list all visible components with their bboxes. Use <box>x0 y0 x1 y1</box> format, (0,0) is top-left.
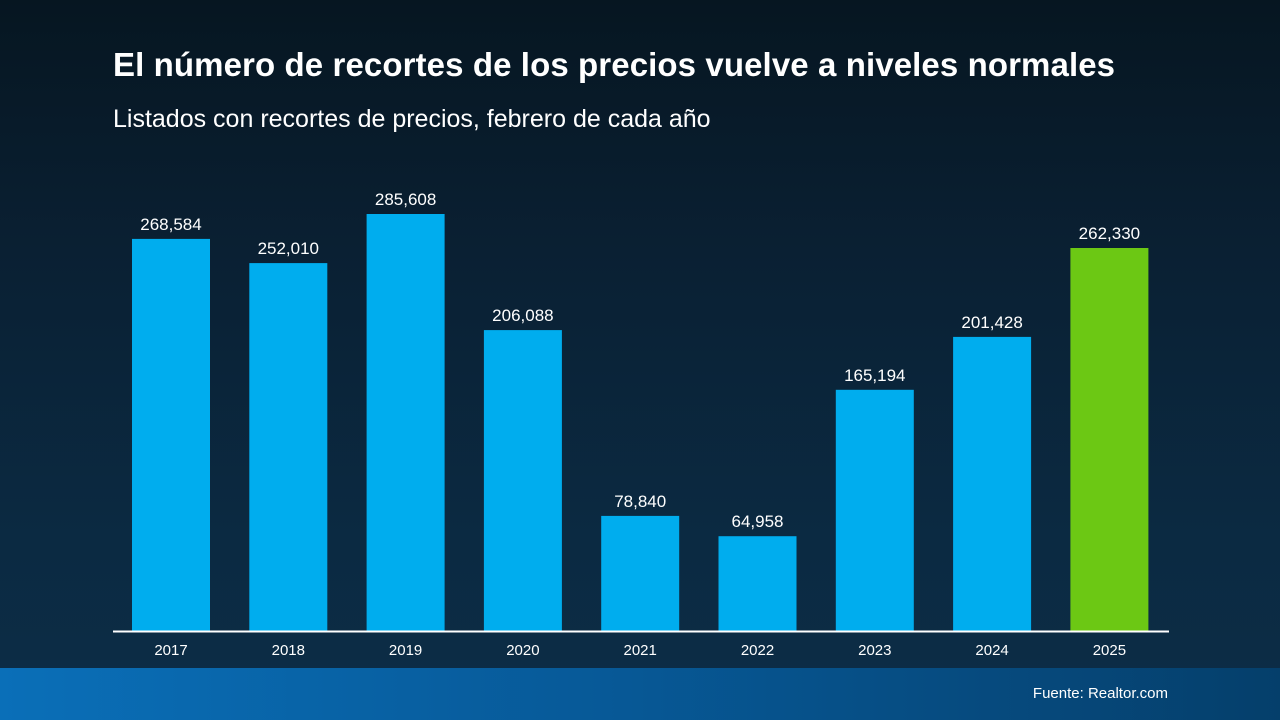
data-label-2021: 78,840 <box>614 492 666 511</box>
x-tick-label-2020: 2020 <box>506 642 539 659</box>
data-label-2018: 252,010 <box>258 239 319 258</box>
x-tick-label-2021: 2021 <box>624 642 657 659</box>
chart-subtitle: Listados con recortes de precios, febrer… <box>113 105 711 133</box>
x-tick-label-2018: 2018 <box>272 642 305 659</box>
x-tick-label-2022: 2022 <box>741 642 774 659</box>
data-label-2022: 64,958 <box>732 512 784 531</box>
data-label-2019: 285,608 <box>375 190 436 209</box>
data-label-2017: 268,584 <box>140 215 201 234</box>
data-label-2024: 201,428 <box>961 313 1022 332</box>
bar-2021 <box>601 515 680 631</box>
data-label-2023: 165,194 <box>844 366 905 385</box>
bar-2020 <box>483 330 562 631</box>
bar-2024 <box>953 336 1032 631</box>
chart-title: El número de recortes de los precios vue… <box>113 46 1116 83</box>
bar-2022 <box>718 536 797 631</box>
bar-2018 <box>249 263 328 631</box>
bar-2019 <box>366 214 445 631</box>
bar-2023 <box>835 389 914 631</box>
x-tick-label-2023: 2023 <box>858 642 891 659</box>
bar-2025 <box>1070 248 1149 631</box>
x-tick-label-2025: 2025 <box>1093 642 1126 659</box>
bar-chart: 268,584 2017 252,010 2018 285,608 2019 206,088… <box>132 190 1149 659</box>
footer-band: Fuente: Realtor.com <box>0 668 1280 720</box>
x-tick-label-2024: 2024 <box>975 642 1008 659</box>
data-label-2020: 206,088 <box>492 306 553 325</box>
data-label-2025: 262,330 <box>1079 224 1140 243</box>
x-tick-label-2019: 2019 <box>389 642 422 659</box>
source-label: Fuente: Realtor.com <box>1032 685 1168 702</box>
bar-2017 <box>132 238 210 631</box>
x-tick-label-2017: 2017 <box>154 642 187 659</box>
